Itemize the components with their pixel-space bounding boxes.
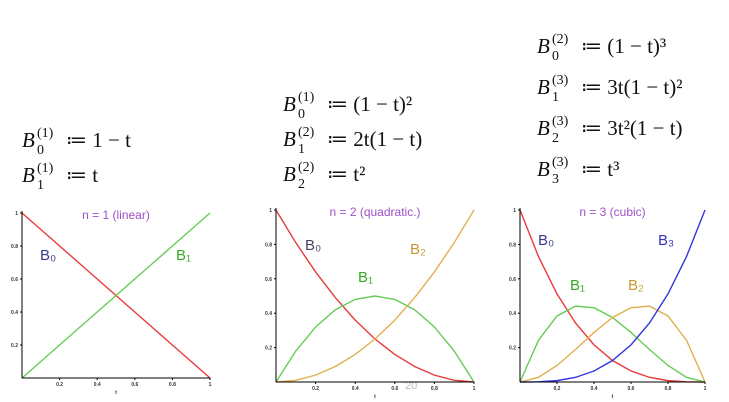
x-tick-label: 0.2 (312, 386, 319, 392)
x-tick-label: 0.4 (94, 382, 101, 388)
formula-sup: (2) (298, 160, 315, 175)
curve-label: B₀ (40, 247, 56, 264)
formula-symbol: B (537, 116, 550, 140)
y-tick-label: 0.6 (11, 277, 18, 283)
formula-sup: (1) (37, 161, 54, 176)
formula-symbol: B (283, 92, 296, 116)
x-tick-label: 0.2 (56, 382, 63, 388)
formula-rhs: ≔ 3t²(1 − t) (581, 116, 683, 140)
formula-sup: (1) (37, 126, 54, 141)
curve-label: B₁ (570, 277, 585, 294)
formula-sub: 3 (552, 172, 559, 187)
chart-title: n = 1 (linear) (82, 208, 150, 222)
curve-label: B₀ (305, 237, 321, 254)
formula-symbol: B (283, 127, 296, 151)
x-axis-label: t (612, 394, 614, 400)
formula-symbol: B (537, 75, 550, 99)
formula-rhs: ≔ t² (327, 162, 365, 186)
formula-sub: 0 (37, 143, 44, 158)
formula-sup: (2) (552, 32, 569, 47)
curve (519, 305, 706, 383)
x-tick-label: 0.6 (628, 386, 635, 392)
x-tick-label: 0.4 (591, 386, 598, 392)
chart-title: n = 3 (cubic) (579, 205, 645, 219)
curve-label: B₁ (358, 269, 373, 286)
formula-rhs: ≔ (1 − t)² (327, 92, 412, 116)
curve-label: B₁ (176, 247, 191, 264)
curve (519, 209, 706, 383)
formula-sub: 1 (298, 142, 305, 157)
formula-sub: 0 (298, 107, 305, 122)
y-tick-label: 0.2 (265, 346, 272, 352)
y-tick-label: 0.2 (509, 346, 516, 352)
curve-label: B₂ (628, 277, 644, 294)
formula-symbol: B (22, 128, 35, 152)
x-axis-label: t (115, 390, 117, 396)
curve-label: B₃ (658, 232, 674, 249)
x-tick-label: 0.2 (554, 386, 561, 392)
curve (275, 295, 475, 383)
formula-symbol: B (537, 157, 550, 181)
formula-sup: (3) (552, 73, 569, 88)
formula-sub: 2 (298, 177, 305, 192)
x-axis-label: t (374, 394, 376, 400)
formula-rhs: ≔ t³ (581, 157, 619, 181)
y-tick-label: 0.4 (509, 311, 516, 317)
y-tick-label: 0.8 (11, 244, 18, 250)
formula-rhs: ≔ 2t(1 − t) (327, 127, 422, 151)
formula-symbol: B (537, 34, 550, 58)
y-tick-label: 1 (513, 208, 516, 214)
formula-sub: 1 (37, 178, 44, 193)
x-tick-label: 0.8 (665, 386, 672, 392)
formula-rhs: ≔ t (66, 163, 98, 187)
formula-sub: 2 (552, 131, 559, 146)
curve-label: B₂ (410, 241, 426, 258)
y-tick-label: 0.8 (265, 242, 272, 248)
y-tick-label: 0.4 (265, 311, 272, 317)
x-tick-label: 1 (209, 382, 212, 388)
y-tick-label: 0.4 (11, 310, 18, 316)
formula-sup: (3) (552, 155, 569, 170)
y-tick-label: 0.8 (509, 242, 516, 248)
x-tick-label: 0.8 (169, 382, 176, 388)
y-tick-label: 0.6 (509, 277, 516, 283)
x-tick-label: 1 (704, 386, 707, 392)
formula-rhs: ≔ (1 − t)³ (581, 34, 666, 58)
x-tick-label: 0.4 (352, 386, 359, 392)
formula-sup: (1) (298, 90, 315, 105)
chart-title: n = 2 (quadratic.) (329, 205, 420, 219)
y-tick-label: 1 (269, 208, 272, 214)
x-tick-label: 0.8 (431, 386, 438, 392)
y-tick-label: 1 (15, 211, 18, 217)
x-tick-label: 0.6 (391, 386, 398, 392)
formula-symbol: B (22, 163, 35, 187)
formula-rhs: ≔ 3t(1 − t)² (581, 75, 683, 99)
formula-sub: 1 (552, 90, 559, 105)
curve (21, 212, 211, 379)
y-tick-label: 0.2 (11, 343, 18, 349)
formula-symbol: B (283, 162, 296, 186)
curve (275, 209, 475, 383)
x-tick-label: 0.6 (131, 382, 138, 388)
x-tick-label: 1 (473, 386, 476, 392)
formula-sup: (3) (552, 114, 569, 129)
formula-rhs: ≔ 1 − t (66, 128, 131, 152)
curve-label: B₀ (538, 232, 554, 249)
formula-sup: (2) (298, 125, 315, 140)
page-number: 20 (405, 380, 417, 392)
y-tick-label: 0.6 (265, 277, 272, 283)
formula-sub: 0 (552, 49, 559, 64)
